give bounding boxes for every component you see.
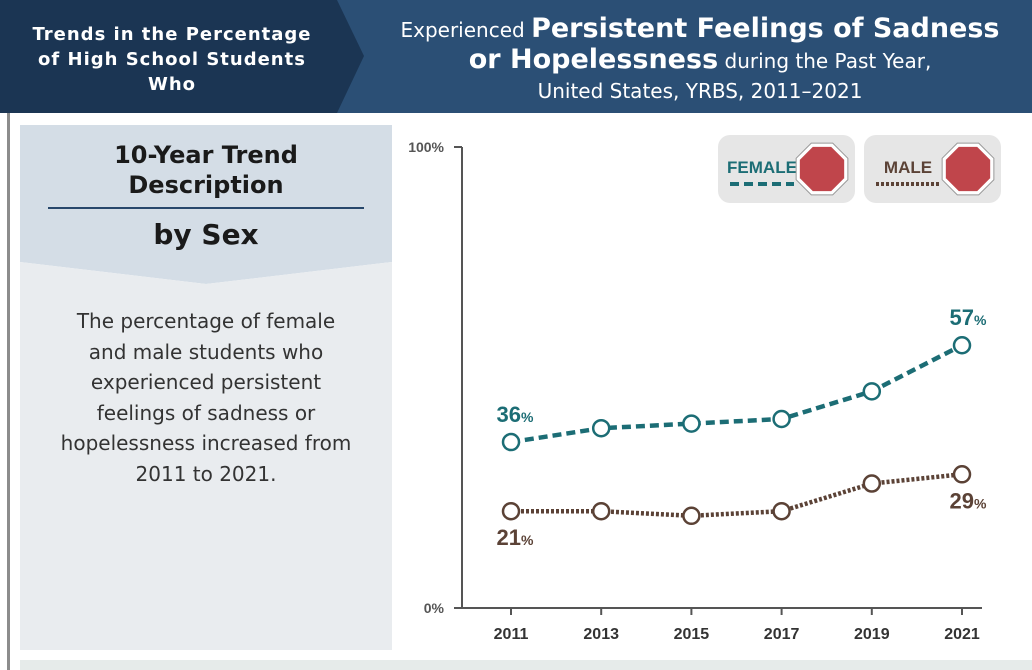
value-label: 36% [497, 402, 534, 427]
y-tick-label: 0% [424, 600, 445, 616]
panel-subheading: by Sex [153, 218, 259, 251]
legend-label: FEMALE [727, 158, 797, 177]
rule [48, 207, 364, 209]
point [682, 414, 701, 433]
value-label: 29% [950, 488, 987, 513]
title-part: Persistent Feelings of Sadness [531, 13, 1000, 44]
point [501, 432, 521, 452]
y-tick-label: 100% [408, 139, 444, 155]
title-part: during the Past Year, [724, 49, 932, 73]
x-tick-label: 2013 [583, 626, 619, 643]
title-part: Experienced [400, 18, 525, 42]
label-number: 57 [950, 305, 974, 330]
point [952, 335, 972, 355]
series-line [510, 343, 964, 445]
label-unit: % [521, 409, 534, 425]
point [862, 382, 882, 401]
x-tick-label: 2017 [764, 626, 800, 643]
point [772, 501, 791, 521]
point [952, 465, 972, 484]
header-lead: Trends in the Percentage of High School … [32, 24, 312, 95]
label-unit: % [521, 532, 534, 548]
point [682, 506, 701, 526]
value-label: 57% [950, 305, 987, 330]
x-tick-label: 2019 [854, 626, 890, 643]
point [862, 474, 882, 493]
stop-icon [945, 146, 991, 192]
title-part: United States, YRBS, 2011–2021 [537, 79, 863, 103]
panel-heading: 10-Year Trend Description [114, 141, 298, 199]
label-number: 36 [497, 402, 521, 427]
title-part: or Hopelessness [468, 44, 719, 75]
value-label: 21% [497, 525, 534, 550]
label-unit: % [974, 312, 987, 328]
point [591, 418, 611, 438]
x-tick-label: 2011 [494, 626, 529, 643]
x-tick-label: 2015 [674, 626, 710, 643]
x-tick-label: 2021 [944, 626, 980, 643]
label-number: 29 [950, 488, 974, 513]
point [501, 501, 521, 521]
label-number: 21 [497, 525, 521, 550]
point [591, 501, 611, 521]
legend-label: MALE [884, 158, 932, 177]
series-line [511, 472, 963, 519]
stop-icon [799, 146, 845, 192]
panel-description: The percentage of female and male studen… [60, 309, 352, 486]
label-unit: % [974, 495, 987, 511]
header-title: Experienced Persistent Feelings of Sadne… [370, 14, 1030, 106]
point [772, 409, 791, 429]
